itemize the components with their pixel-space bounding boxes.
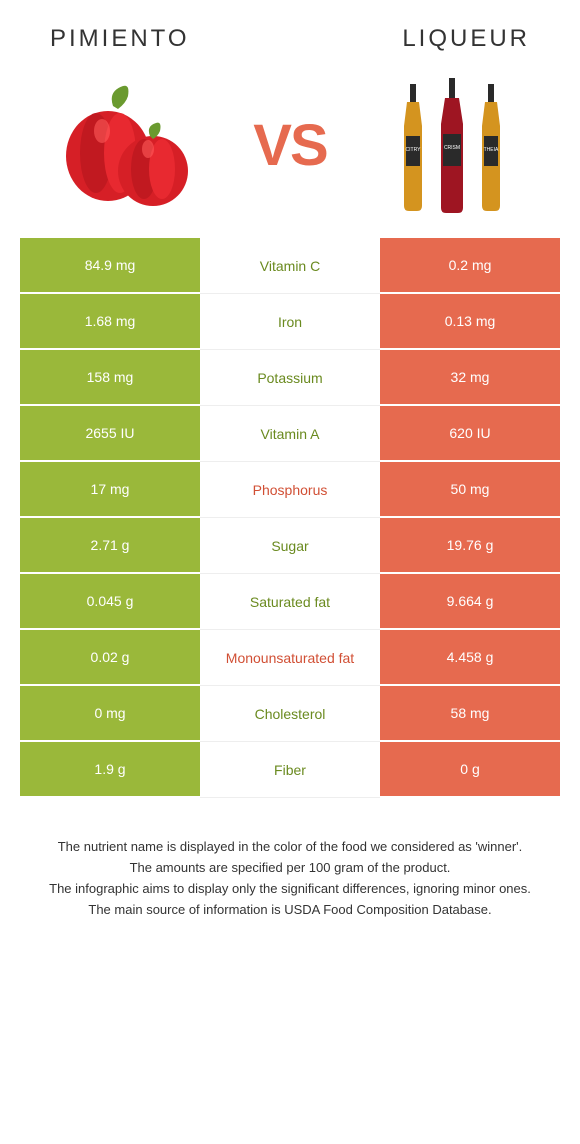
left-value: 84.9 mg — [20, 238, 200, 294]
left-value: 1.68 mg — [20, 294, 200, 350]
right-value: 9.664 g — [380, 574, 560, 630]
table-row: 0.045 gSaturated fat9.664 g — [20, 574, 560, 630]
left-value: 0.045 g — [20, 574, 200, 630]
left-value: 0.02 g — [20, 630, 200, 686]
left-title: Pimiento — [50, 25, 190, 53]
right-value: 32 mg — [380, 350, 560, 406]
footnote-line: The nutrient name is displayed in the co… — [40, 838, 540, 857]
left-value: 0 mg — [20, 686, 200, 742]
table-row: 2.71 gSugar19.76 g — [20, 518, 560, 574]
table-row: 2655 IUVitamin A620 IU — [20, 406, 560, 462]
footnote-line: The main source of information is USDA F… — [40, 901, 540, 920]
svg-text:CRISM: CRISM — [444, 145, 460, 151]
table-row: 84.9 mgVitamin C0.2 mg — [20, 238, 560, 294]
left-value: 1.9 g — [20, 742, 200, 798]
left-value: 2.71 g — [20, 518, 200, 574]
svg-text:THEIA: THEIA — [484, 147, 499, 153]
vs-label: VS — [253, 112, 326, 179]
table-row: 17 mgPhosphorus50 mg — [20, 462, 560, 518]
right-value: 0 g — [380, 742, 560, 798]
nutrient-name: Fiber — [200, 742, 380, 798]
nutrient-name: Vitamin C — [200, 238, 380, 294]
nutrient-table: 84.9 mgVitamin C0.2 mg1.68 mgIron0.13 mg… — [20, 238, 560, 798]
images-row: VS CITRY CRISM THEIA — [0, 68, 580, 238]
header: Pimiento Liqueur — [0, 0, 580, 68]
pepper-icon — [58, 81, 198, 211]
right-value: 58 mg — [380, 686, 560, 742]
bottles-icon: CITRY CRISM THEIA — [392, 76, 512, 216]
right-value: 4.458 g — [380, 630, 560, 686]
table-row: 158 mgPotassium32 mg — [20, 350, 560, 406]
right-value: 19.76 g — [380, 518, 560, 574]
left-value: 158 mg — [20, 350, 200, 406]
table-row: 0.02 gMonounsaturated fat4.458 g — [20, 630, 560, 686]
nutrient-name: Potassium — [200, 350, 380, 406]
right-food-image: CITRY CRISM THEIA — [382, 76, 522, 216]
table-row: 0 mgCholesterol58 mg — [20, 686, 560, 742]
right-value: 0.13 mg — [380, 294, 560, 350]
right-value: 620 IU — [380, 406, 560, 462]
nutrient-name: Iron — [200, 294, 380, 350]
left-value: 2655 IU — [20, 406, 200, 462]
table-row: 1.68 mgIron0.13 mg — [20, 294, 560, 350]
nutrient-name: Phosphorus — [200, 462, 380, 518]
left-food-image — [58, 76, 198, 216]
footnotes: The nutrient name is displayed in the co… — [0, 798, 580, 951]
left-value: 17 mg — [20, 462, 200, 518]
svg-text:CITRY: CITRY — [406, 147, 422, 153]
nutrient-name: Vitamin A — [200, 406, 380, 462]
nutrient-name: Monounsaturated fat — [200, 630, 380, 686]
right-value: 50 mg — [380, 462, 560, 518]
footnote-line: The infographic aims to display only the… — [40, 880, 540, 899]
nutrient-name: Sugar — [200, 518, 380, 574]
nutrient-name: Saturated fat — [200, 574, 380, 630]
footnote-line: The amounts are specified per 100 gram o… — [40, 859, 540, 878]
right-value: 0.2 mg — [380, 238, 560, 294]
nutrient-name: Cholesterol — [200, 686, 380, 742]
table-row: 1.9 gFiber0 g — [20, 742, 560, 798]
right-title: Liqueur — [402, 25, 530, 53]
